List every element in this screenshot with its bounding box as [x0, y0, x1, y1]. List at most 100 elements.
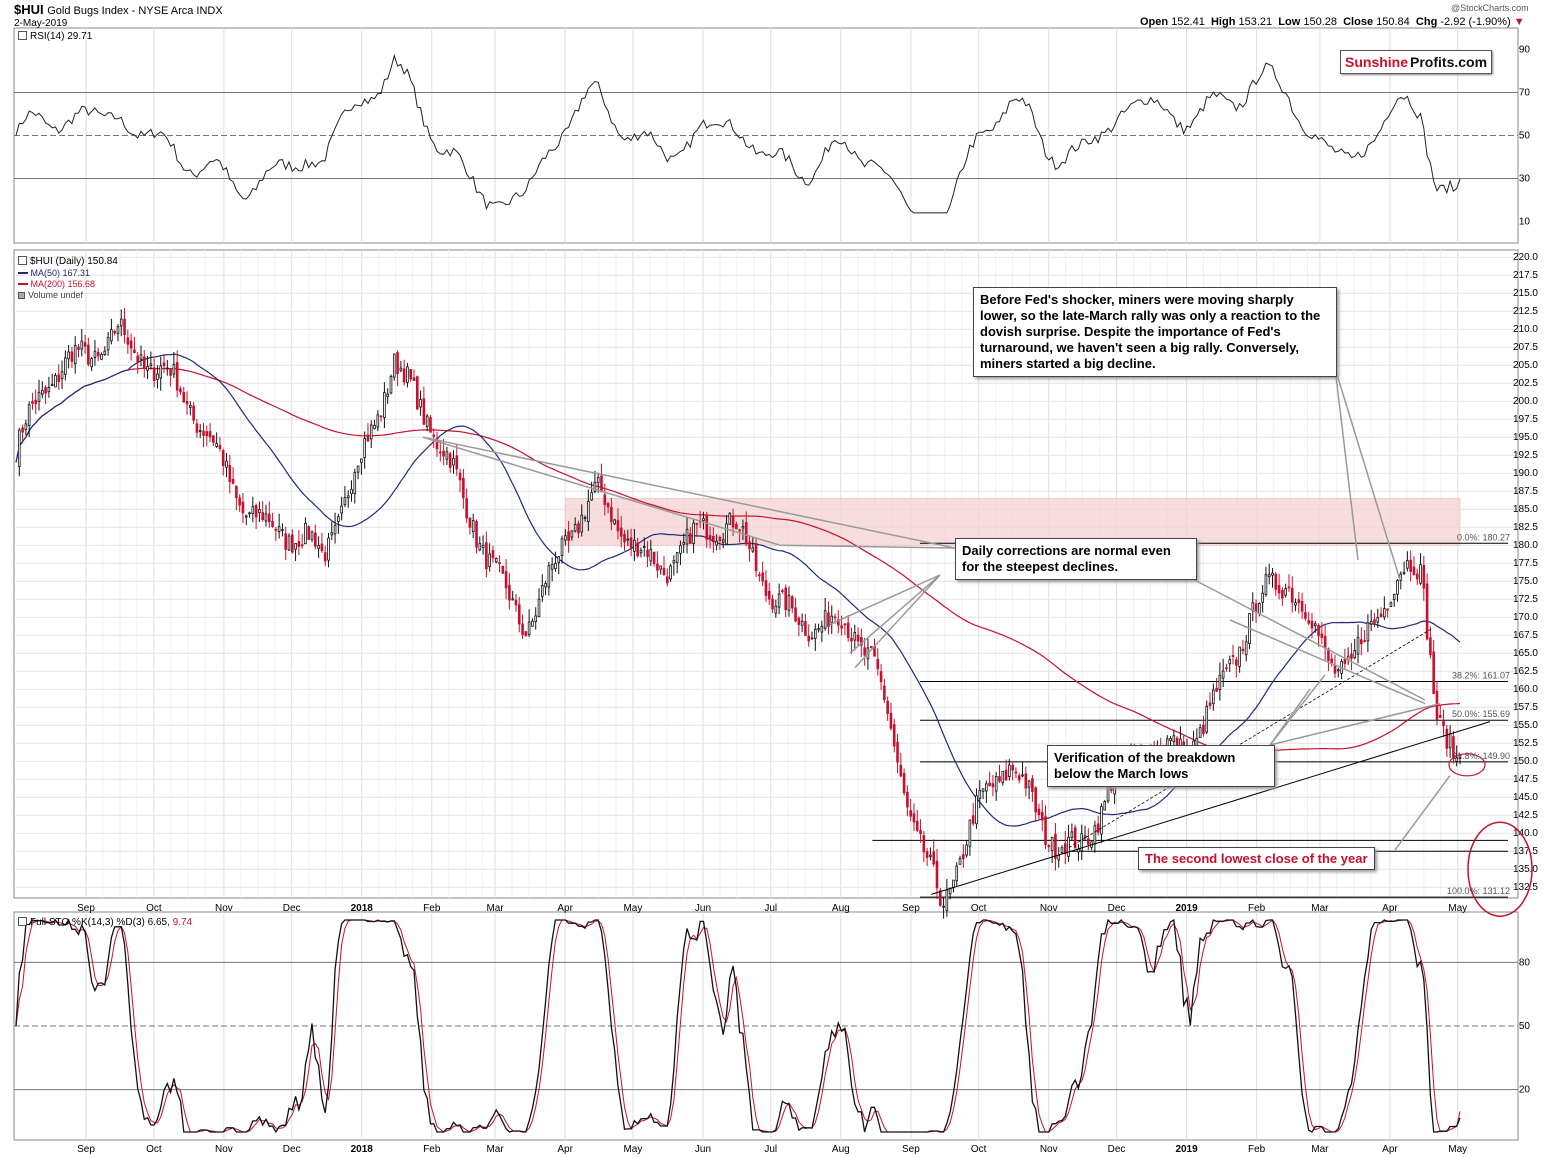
candle-body	[1300, 601, 1304, 612]
candle-body	[652, 551, 656, 565]
candle-body	[906, 791, 909, 808]
callout-pointer	[1269, 702, 1441, 746]
x-tick-label-price: Sep	[902, 903, 920, 914]
callout-pointer	[854, 574, 941, 669]
candle-body	[550, 564, 554, 570]
candle-body	[817, 628, 820, 631]
sto-tick-label: 20	[1519, 1085, 1531, 1096]
candle-body	[807, 635, 811, 642]
low-close-circle	[1448, 753, 1486, 777]
candle-body	[419, 399, 422, 408]
x-tick-label-sto: 2018	[351, 1144, 374, 1155]
price-tick-label: 215.0	[1513, 288, 1538, 299]
candle-body	[985, 783, 988, 792]
x-tick-label-sto: Nov	[1040, 1144, 1058, 1155]
candle-body	[929, 854, 932, 857]
candle-body	[774, 605, 778, 614]
candle-body	[300, 544, 304, 547]
candle-body	[465, 498, 468, 519]
x-tick-label-price: 2018	[351, 903, 374, 914]
candle-body	[169, 368, 172, 376]
candle-body	[1110, 786, 1113, 792]
rsi-line	[15, 53, 1461, 214]
candle-body	[1442, 720, 1445, 727]
candle-body	[442, 450, 445, 457]
candle-body	[718, 537, 722, 541]
candle-body	[738, 529, 741, 532]
price-tick-label: 177.5	[1513, 558, 1538, 569]
x-tick-label-sto: Dec	[1108, 1144, 1126, 1155]
price-tick-label: 190.0	[1513, 468, 1538, 479]
candle-body	[1396, 580, 1399, 595]
candle-body	[195, 423, 199, 433]
price-legend-price: $HUI (Daily) 150.84	[18, 256, 118, 267]
candle-body	[978, 790, 982, 799]
candle-body	[504, 571, 508, 589]
candle-body	[202, 430, 205, 436]
candle-body	[277, 526, 281, 532]
candle-body	[1313, 623, 1317, 626]
price-tick-label: 185.0	[1513, 504, 1538, 515]
candle-body	[955, 865, 959, 882]
price-tick-label: 165.0	[1513, 648, 1538, 659]
candle-body	[1274, 573, 1278, 590]
candle-body	[797, 617, 801, 625]
price-tick-label: 150.0	[1513, 756, 1538, 767]
candle-body	[879, 671, 883, 683]
x-tick-label-price: Apr	[557, 903, 573, 914]
candle-body	[1264, 574, 1268, 595]
candle-body	[1383, 608, 1386, 618]
rsi-tick-label: 70	[1519, 88, 1531, 99]
candle-body	[501, 565, 505, 574]
candle-body	[317, 545, 320, 549]
candle-body	[761, 572, 764, 582]
candle-body	[1215, 687, 1218, 692]
candle-body	[554, 563, 557, 570]
candle-body	[399, 367, 403, 371]
candle-body	[323, 552, 327, 562]
candle-body	[406, 366, 409, 383]
candle-body	[1031, 778, 1034, 792]
candle-body	[402, 368, 406, 383]
candle-body	[244, 515, 248, 518]
candle-body	[642, 546, 646, 548]
candle-body	[1402, 572, 1406, 574]
candle-body	[1336, 669, 1340, 672]
candle-body	[1087, 838, 1090, 845]
candle-body	[448, 453, 452, 468]
candle-body	[1106, 787, 1110, 802]
sto-tick-label: 80	[1519, 957, 1531, 968]
candle-body	[1320, 633, 1324, 638]
candle-body	[843, 623, 847, 626]
candle-body	[310, 531, 314, 540]
candle-body	[1258, 603, 1261, 614]
candle-body	[1271, 572, 1274, 576]
price-tick-label: 195.0	[1513, 432, 1538, 443]
candle-body	[1008, 764, 1011, 777]
candle-body	[494, 557, 498, 563]
candle-body	[570, 530, 574, 538]
candle-body	[527, 621, 531, 635]
candle-body	[458, 472, 462, 481]
candle-body	[455, 455, 459, 470]
candle-body	[1205, 705, 1209, 733]
candle-body	[126, 337, 130, 345]
candle-body	[623, 533, 626, 543]
candle-body	[27, 404, 31, 427]
sto-swatch-icon	[18, 917, 27, 926]
x-tick-label-price: Mar	[1311, 903, 1329, 914]
candle-body	[1083, 835, 1087, 838]
candle-body	[333, 524, 337, 535]
candle-body	[1343, 658, 1347, 664]
candle-body	[314, 532, 317, 547]
x-tick-label-sto: Mar	[486, 1144, 504, 1155]
candle-body	[1027, 780, 1031, 788]
candle-body	[142, 356, 146, 368]
candle-body	[1458, 754, 1462, 758]
candle-body	[741, 526, 745, 529]
candle-body	[702, 518, 705, 521]
candle-body	[583, 517, 587, 519]
candle-body	[790, 596, 794, 609]
candle-body	[356, 465, 360, 473]
x-tick-label-sto: May	[623, 1144, 642, 1155]
